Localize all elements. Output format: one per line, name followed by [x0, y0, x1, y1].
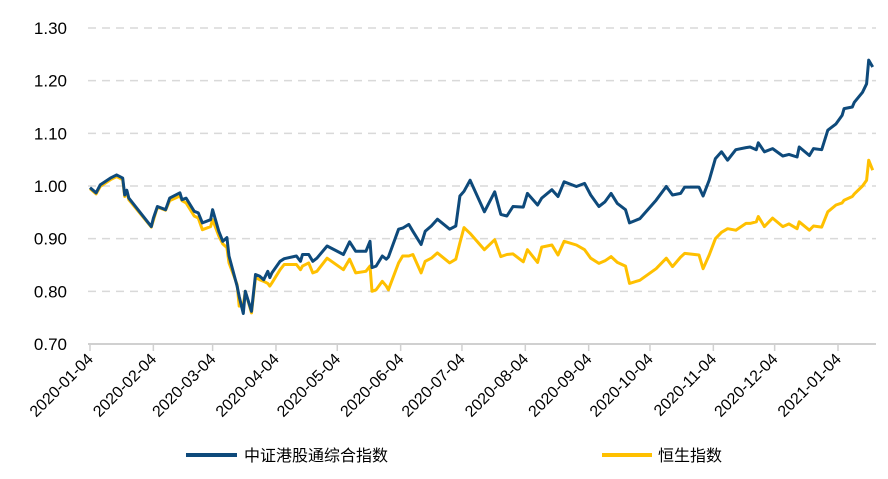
x-tick-label: 2020-12-04: [712, 351, 782, 421]
series-lines: [89, 58, 875, 315]
y-tick-label: 0.80: [34, 282, 67, 301]
legend-label-csi-hk-connect: 中证港股通综合指数: [244, 446, 388, 465]
x-tick-label: 2020-10-04: [587, 351, 657, 421]
y-tick-label: 1.30: [34, 19, 67, 38]
x-tick-label: 2020-05-04: [274, 351, 344, 421]
x-tick-label: 2020-06-04: [338, 351, 408, 421]
y-tick-label: 1.00: [34, 177, 67, 196]
x-tick-label: 2020-08-04: [462, 351, 532, 421]
x-tick-label: 2021-01-04: [775, 351, 845, 421]
y-tick-label: 0.70: [34, 335, 67, 354]
series-line-hang-seng: [89, 158, 875, 315]
gridlines: [88, 27, 876, 345]
x-tick-label: 2020-03-04: [150, 351, 220, 421]
y-tick-label: 0.90: [34, 230, 67, 249]
legend: 中证港股通综合指数 恒生指数: [186, 446, 722, 465]
x-axis-ticks: 2020-01-042020-02-042020-03-042020-04-04…: [27, 344, 845, 421]
x-tick-label: 2020-04-04: [213, 351, 283, 421]
x-tick-label: 2020-11-04: [651, 351, 720, 420]
y-axis-ticks: 0.70 0.80 0.90 1.00 1.10 1.20 1.30: [34, 19, 67, 354]
x-tick-label: 2020-07-04: [399, 351, 469, 421]
y-tick-label: 1.10: [34, 124, 67, 143]
y-tick-label: 1.20: [34, 72, 67, 91]
series-line-csi-hk-connect: [89, 58, 874, 315]
x-tick-label: 2020-01-04: [27, 351, 97, 421]
x-tick-label: 2020-09-04: [526, 351, 596, 421]
legend-label-hang-seng: 恒生指数: [658, 446, 722, 465]
